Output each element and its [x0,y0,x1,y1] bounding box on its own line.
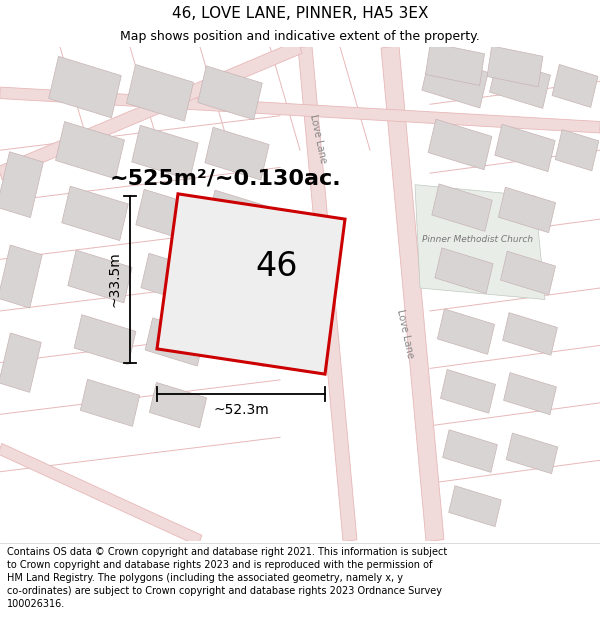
Polygon shape [136,189,200,242]
Polygon shape [49,56,121,118]
Polygon shape [74,315,136,364]
Text: ~33.5m: ~33.5m [107,251,121,308]
Polygon shape [56,122,124,179]
Text: Map shows position and indicative extent of the property.: Map shows position and indicative extent… [120,30,480,43]
Text: 46: 46 [255,250,298,283]
Polygon shape [298,46,357,541]
Polygon shape [503,372,556,414]
Text: 46, LOVE LANE, PINNER, HA5 3EX: 46, LOVE LANE, PINNER, HA5 3EX [172,6,428,21]
Text: Contains OS data © Crown copyright and database right 2021. This information is : Contains OS data © Crown copyright and d… [7,546,448,609]
Polygon shape [141,253,203,304]
Text: Love Lane: Love Lane [395,309,415,359]
Polygon shape [487,46,543,87]
Polygon shape [415,184,545,299]
Text: ~525m²/~0.130ac.: ~525m²/~0.130ac. [110,169,341,189]
Polygon shape [555,129,599,171]
Polygon shape [132,125,198,180]
Polygon shape [0,152,43,218]
Polygon shape [437,309,494,354]
Polygon shape [500,251,556,295]
Polygon shape [0,87,600,133]
Polygon shape [198,66,262,120]
Polygon shape [432,184,492,231]
Polygon shape [381,46,444,542]
Polygon shape [499,188,556,232]
Polygon shape [552,64,598,108]
Polygon shape [440,369,496,413]
Text: Love Lane: Love Lane [308,113,328,164]
Polygon shape [209,255,271,305]
Text: Pinner Methodist Church: Pinner Methodist Church [422,235,533,244]
Polygon shape [0,333,41,392]
Polygon shape [68,250,132,303]
Polygon shape [0,245,42,308]
Polygon shape [62,186,128,241]
Polygon shape [435,248,493,294]
Polygon shape [422,54,488,108]
Polygon shape [503,312,557,355]
Polygon shape [449,486,501,527]
Polygon shape [213,320,271,366]
Polygon shape [157,194,345,374]
Polygon shape [205,127,269,180]
Polygon shape [127,64,194,121]
Polygon shape [0,443,202,546]
Text: ~52.3m: ~52.3m [213,402,269,417]
Polygon shape [149,382,206,428]
Polygon shape [80,379,140,426]
Polygon shape [0,41,302,179]
Polygon shape [428,119,492,170]
Polygon shape [207,190,269,241]
Polygon shape [490,59,550,108]
Polygon shape [495,124,555,172]
Polygon shape [145,318,205,366]
Polygon shape [443,430,497,472]
Polygon shape [425,42,485,86]
Polygon shape [506,433,558,474]
